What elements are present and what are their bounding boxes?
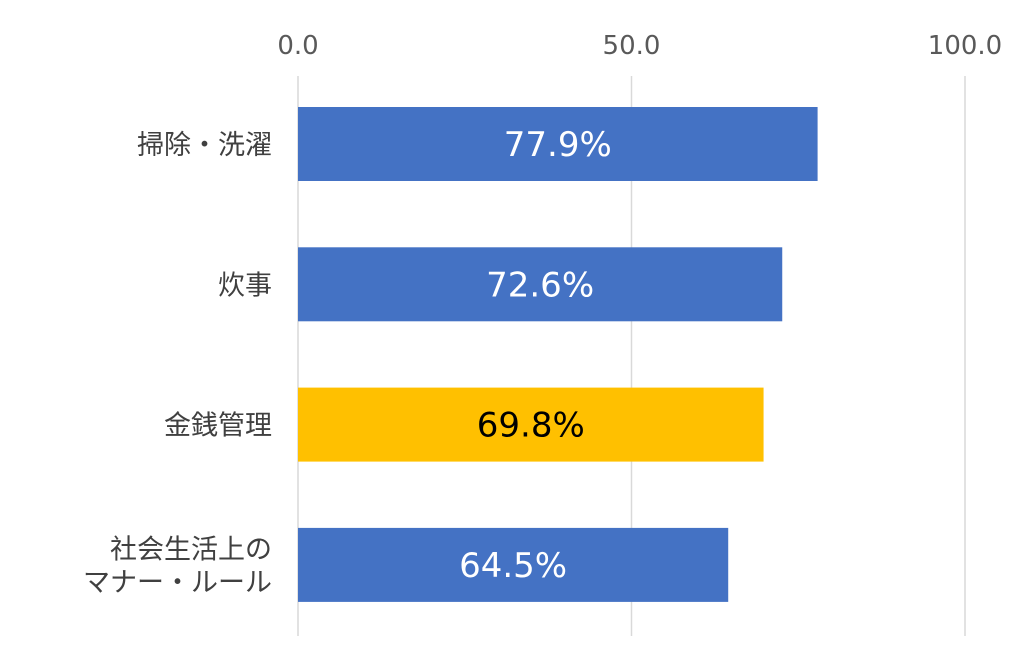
x-tick-label: 0.0 (277, 31, 318, 61)
data-label: 64.5% (459, 546, 567, 586)
category-label: 社会生活上の (110, 534, 272, 565)
category-label: マナー・ルール (83, 567, 272, 598)
bars (298, 107, 818, 602)
x-axis-ticks: 0.0 50.0 100.0 (277, 31, 1002, 61)
category-label: 金銭管理 (164, 411, 272, 442)
bar (298, 107, 818, 181)
data-label: 77.9% (504, 125, 612, 165)
x-tick-label: 50.0 (603, 31, 661, 61)
data-labels: 77.9% 72.6% 69.8% 64.5% (459, 125, 612, 586)
category-label: 掃除・洗濯 (137, 130, 272, 161)
bar (298, 247, 783, 322)
category-label: 炊事 (218, 270, 272, 301)
data-label: 69.8% (477, 406, 585, 446)
bar (298, 527, 729, 602)
bar (298, 387, 764, 462)
x-tick-label: 100.0 (928, 31, 1002, 61)
data-label: 72.6% (486, 265, 594, 305)
